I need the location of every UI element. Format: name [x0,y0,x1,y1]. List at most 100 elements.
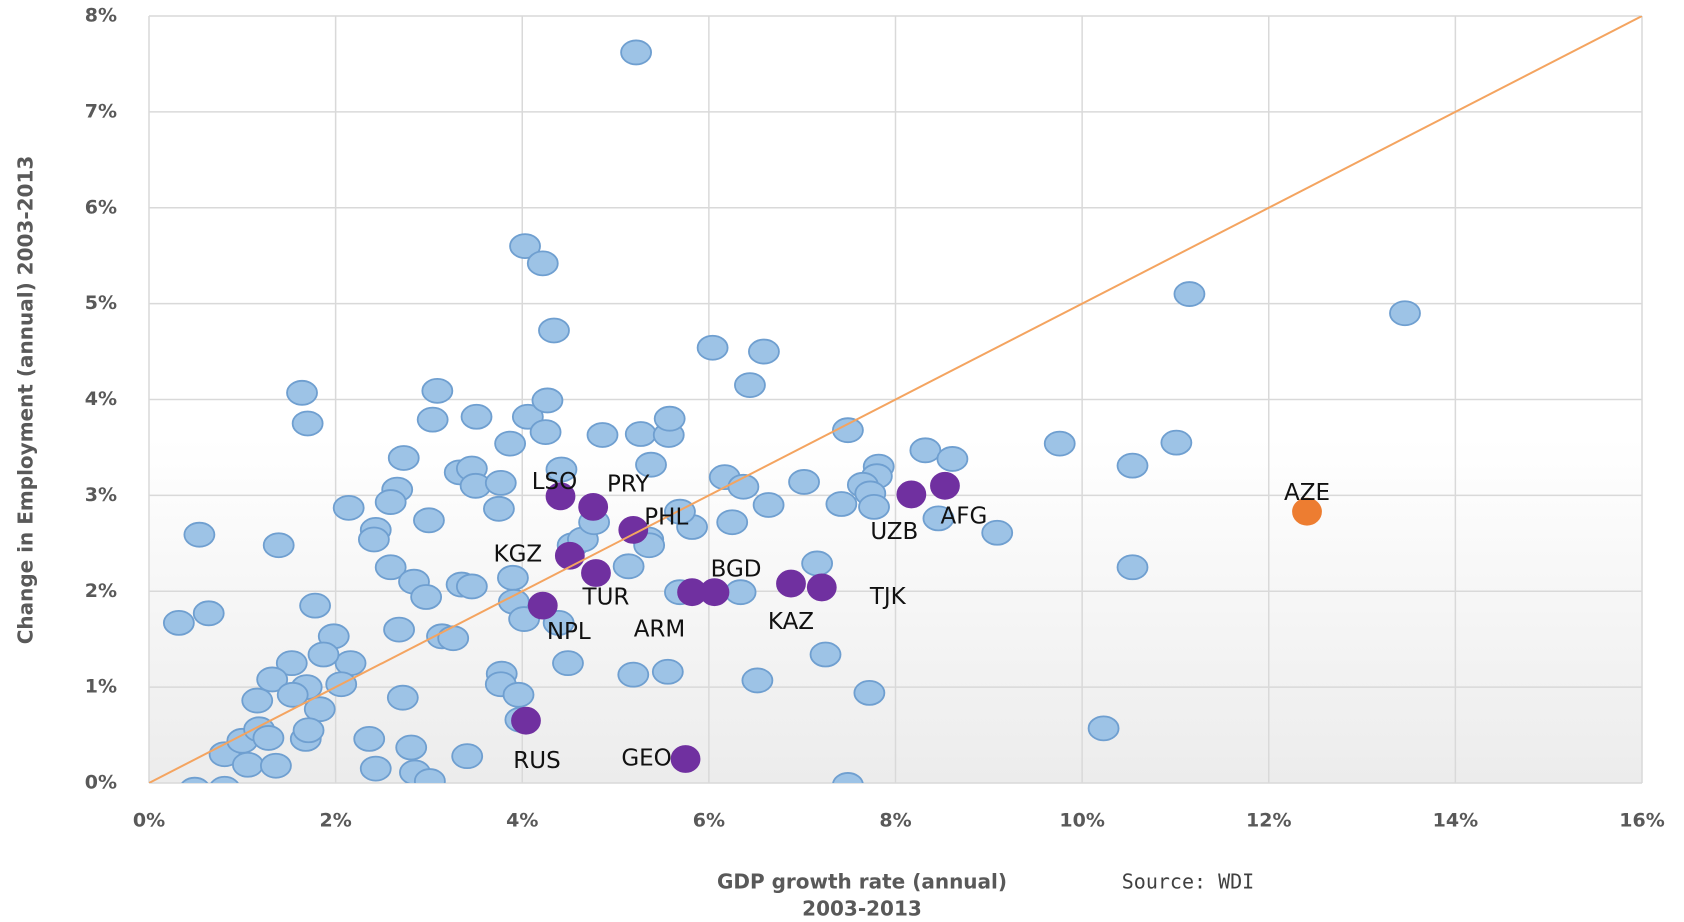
data-point [788,469,820,495]
data-point [670,745,701,773]
data-point [232,751,264,778]
data-point [552,650,584,677]
data-point [386,684,419,711]
point-label: RUS [513,748,560,774]
data-point [511,706,541,735]
data-point [635,451,667,478]
data-point [307,641,340,668]
data-point [578,492,609,521]
data-point [1087,715,1120,742]
point-label: AFG [941,503,988,529]
data-point [1173,281,1206,307]
data-point [1160,429,1193,456]
x-tick-label: 10% [1059,810,1104,832]
data-point [291,410,324,437]
data-point [825,491,858,517]
y-tick-label: 0% [85,772,117,794]
reference-line [149,16,1642,783]
data-point [1116,554,1149,581]
point-label: KAZ [768,609,814,635]
data-point [353,725,386,752]
x-axis-title: GDP growth rate (annual) [717,870,1007,894]
data-point [483,495,515,522]
data-point [936,446,969,472]
data-point [192,600,225,627]
x-tick-label: 8% [879,810,911,832]
data-point [413,507,445,534]
x-tick-label: 4% [506,810,538,832]
y-axis-title: Change in Employment (annual) 2003-2013 [14,156,38,645]
data-point [806,573,837,602]
data-point [332,494,365,521]
data-point [527,591,558,620]
data-point [241,687,274,714]
y-tick-label: 2% [85,580,117,602]
point-label: LSO [532,469,578,495]
data-point [1292,497,1322,526]
data-point [853,679,886,706]
point-label: NPL [547,619,591,645]
data-point [531,387,564,414]
data-point [624,421,657,447]
point-label: UZB [870,519,918,545]
source-note: Source: WDI [1122,870,1254,894]
x-tick-label: 14% [1433,810,1478,832]
data-point [252,725,285,751]
data-point [801,550,834,577]
data-point [832,417,864,444]
y-tick-label: 8% [85,5,117,27]
point-label: BGD [711,557,762,583]
data-point [299,592,331,619]
point-label: PHL [644,504,688,530]
data-point [413,768,446,783]
x-tick-label: 6% [693,810,725,832]
data-point [858,493,890,520]
data-point [699,578,730,607]
data-point [497,564,529,591]
data-point [1389,300,1421,327]
data-point [696,334,729,361]
data-point [734,372,766,399]
data-point [545,456,578,483]
data-point [612,553,645,580]
data-point [502,681,535,708]
data-point [437,625,470,652]
data-point [260,752,292,779]
data-point [451,743,484,770]
data-point [286,379,318,406]
point-label: AZE [1284,480,1330,506]
data-point [896,480,927,509]
y-tick-label: 3% [85,484,117,506]
data-point [741,667,774,694]
data-point [256,666,289,693]
data-point [930,471,960,500]
data-point [162,609,195,636]
data-point [586,422,619,448]
data-point [776,569,806,598]
data-point [374,554,407,581]
data-point [359,755,392,782]
x-axis-title: 2003-2013 [802,897,922,921]
data-point [410,584,443,610]
data-point [752,492,785,518]
y-tick-label: 6% [85,196,117,218]
x-tick-label: 16% [1619,810,1664,832]
data-point [653,405,686,432]
y-tick-label: 5% [85,292,117,314]
data-point [383,616,415,643]
data-point [357,526,390,553]
data-point [832,772,864,783]
point-label: KGZ [494,541,543,567]
data-point [455,573,488,600]
data-point [651,658,684,685]
data-point [374,489,407,515]
data-point [275,650,308,677]
data-point [509,233,541,260]
data-point [210,775,239,783]
data-point [484,470,517,496]
data-point [545,482,576,511]
data-point [387,445,420,471]
data-point [716,509,749,536]
data-point [981,519,1014,546]
